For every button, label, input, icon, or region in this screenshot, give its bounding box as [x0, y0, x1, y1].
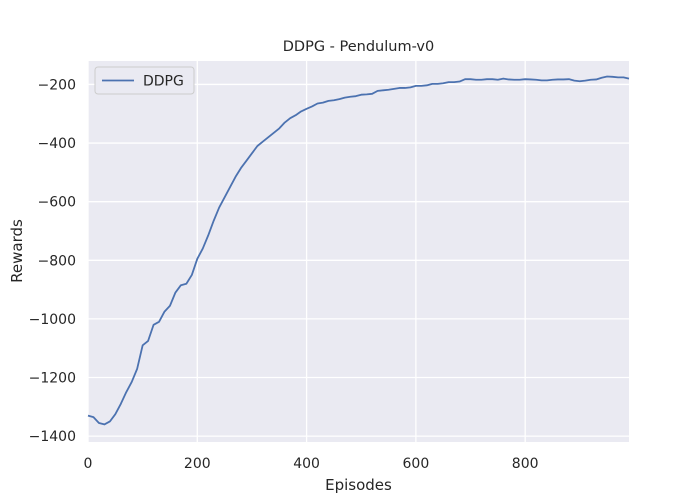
- y-tick-label: −1200: [29, 371, 76, 387]
- ticks: 0 200 400 600 800 −200 −400 −600 −800 −1000 −1200 −…: [29, 77, 539, 472]
- plot-area: [88, 61, 629, 442]
- y-axis-label: Rewards: [8, 219, 26, 283]
- series-line-ddpg: [87, 75, 630, 426]
- x-tick-label: 600: [403, 456, 430, 472]
- legend-box: [94, 66, 195, 95]
- chart-title: DDPG - Pendulum-v0: [283, 39, 435, 55]
- legend: DDPG: [94, 66, 195, 95]
- x-tick-label: 800: [512, 456, 539, 472]
- x-axis-label: Episodes: [325, 476, 392, 494]
- x-tick-label: 400: [293, 456, 320, 472]
- y-tick-label: −1400: [29, 429, 76, 445]
- y-tick-label: −1000: [29, 312, 76, 328]
- x-tick-label: 200: [184, 456, 211, 472]
- y-tick-label: −400: [38, 136, 76, 152]
- legend-label-ddpg: DDPG: [143, 74, 184, 90]
- y-tick-label: −800: [38, 253, 76, 269]
- y-tick-label: −600: [38, 195, 76, 211]
- x-tick-label: 0: [84, 456, 93, 472]
- series-layer: [87, 75, 630, 426]
- y-tick-label: −200: [38, 77, 76, 93]
